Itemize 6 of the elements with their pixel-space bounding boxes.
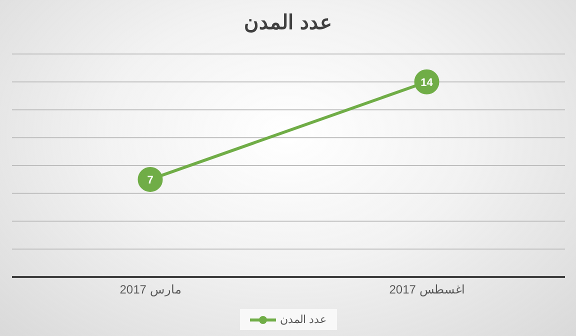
data-label: 14 (420, 76, 434, 89)
data-label: 7 (147, 174, 154, 186)
chart-title: عدد المدن (243, 11, 333, 35)
x-tick-label: اغسطس 2017 (389, 282, 464, 297)
legend-label: عدد المدن (280, 313, 328, 326)
x-tick-label: مارس 2017 (120, 282, 181, 297)
